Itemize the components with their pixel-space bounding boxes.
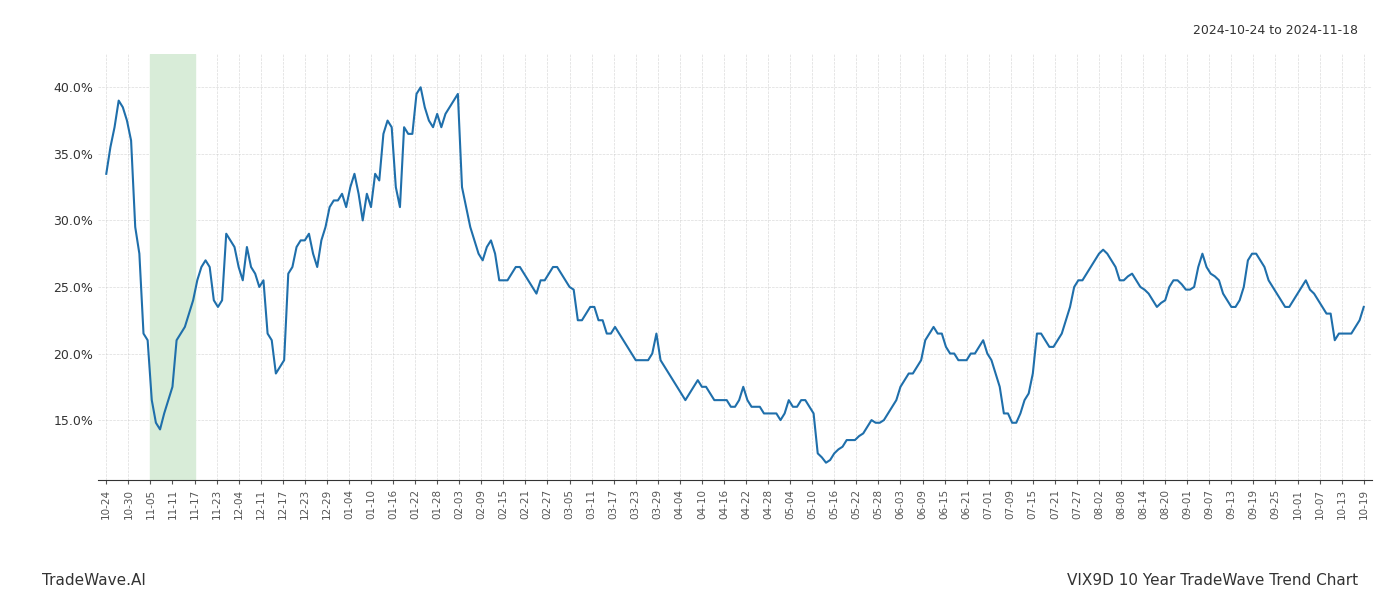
Text: 2024-10-24 to 2024-11-18: 2024-10-24 to 2024-11-18 bbox=[1193, 24, 1358, 37]
Bar bbox=[150, 54, 195, 480]
Text: TradeWave.AI: TradeWave.AI bbox=[42, 573, 146, 588]
Text: VIX9D 10 Year TradeWave Trend Chart: VIX9D 10 Year TradeWave Trend Chart bbox=[1067, 573, 1358, 588]
